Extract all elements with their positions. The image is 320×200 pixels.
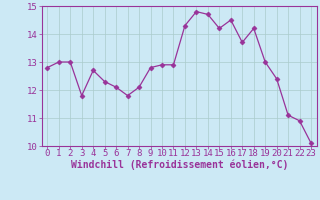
X-axis label: Windchill (Refroidissement éolien,°C): Windchill (Refroidissement éolien,°C): [70, 160, 288, 170]
